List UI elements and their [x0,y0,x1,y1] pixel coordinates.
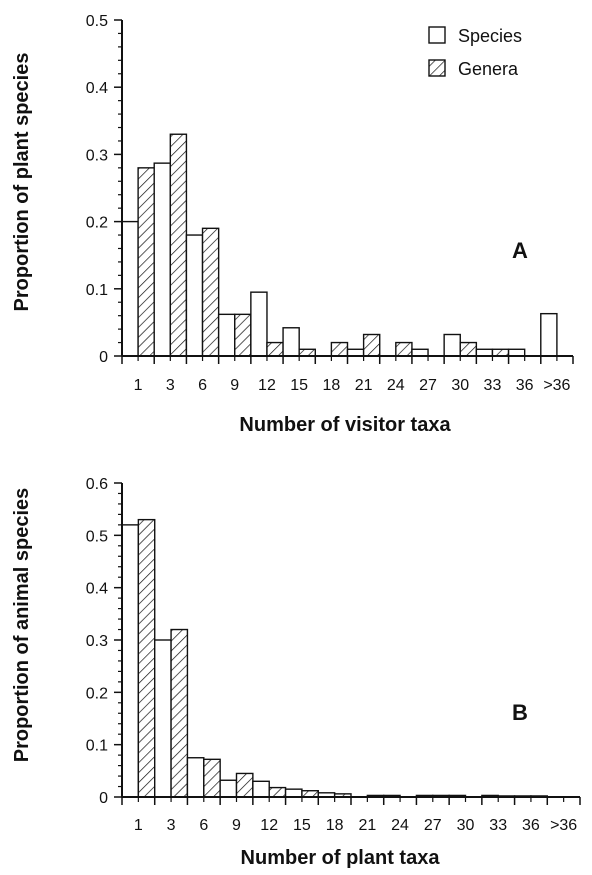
panel-a-bar-genera-4 [266,341,284,357]
panel-b-x-tick-label-9: 27 [424,817,442,834]
panel-b-x-tick-label-1: 3 [167,817,176,834]
panel-a-x-tick-label-7: 21 [355,377,373,394]
panel-b-bar-species-5 [284,788,303,798]
panel-b-bar-genera-1 [170,628,189,798]
panel-b-x-tick-label-6: 18 [326,817,344,834]
panel-a-y-tick-label-3: 0.3 [86,147,108,164]
panel-a-bar-genera-11 [491,348,510,357]
panel-a-x-tick-label-9: 27 [419,377,437,394]
panel-a-x-tick-label-6: 18 [322,377,340,394]
panel-b-letter: B [512,700,528,725]
panel-a-y-tick-label-2: 0.2 [86,215,108,232]
panel-a-x-tick-label-13: >36 [543,377,570,394]
panel-b-y-tick-label-5: 0.5 [86,528,108,545]
panel-b-y-tick-label-4: 0.4 [86,581,108,598]
panel-b-ylabel: Proportion of animal species [11,488,33,763]
panel-a-bar-genera-7 [362,333,381,357]
panel-a-bar-genera-10 [459,341,478,357]
panel-b-y-tick-label-0: 0 [99,790,108,807]
panel-a-letter: A [512,238,528,263]
panel-b-x-tick-label-3: 9 [232,817,241,834]
panel-a-bar-species-0 [121,220,139,357]
panel-a-xlabel: Number of visitor taxa [239,414,451,436]
panel-a-bar-genera-5 [298,348,316,357]
panel-a-bar-species-1 [153,162,172,357]
panel-b-x-tick-label-12: 36 [522,817,540,834]
panel-a-bar-genera-0 [137,167,155,357]
panel-b-bar-species-1 [154,639,172,798]
panel-b-bar-genera-3 [235,772,254,798]
panel-a-bar-genera-3 [234,313,252,357]
panel-a-bars [121,133,558,357]
panel-b-x-tick-label-8: 24 [391,817,409,834]
panel-a-bar-genera-8 [395,341,413,357]
panel-a-bar-species-3 [217,313,236,357]
panel-a-x-tick-label-4: 12 [258,377,276,394]
panel-a-bar-species-12 [507,348,526,357]
panel-a-bar-species-5 [282,327,300,357]
panel-a-bar-species-4 [250,291,268,357]
panel-a-x-tick-label-1: 3 [166,377,175,394]
panel-a-x-tick-label-10: 30 [451,377,469,394]
panel-a-y-tick-label-5: 0.5 [86,13,108,30]
panel-a-chart: 00.10.20.30.40.51 3 6 9 12 15 18 21 24 27 30 33 36 >3… [11,13,574,436]
panel-b-x-tick-label-11: 33 [489,817,507,834]
legend-genera-label: Genera [458,59,519,79]
panel-a-x-tick-label-3: 9 [230,377,239,394]
panel-a-x-tick-label-0: 1 [134,377,143,394]
panel-b-x-tick-label-2: 6 [199,817,208,834]
panel-b-y-tick-label-3: 0.3 [86,633,108,650]
panel-a-bar-species-10 [443,333,461,357]
panel-a-bar-genera-1 [169,133,188,357]
panel-b-y-tick-label-2: 0.2 [86,685,108,702]
panel-a-y-tick-label-4: 0.4 [86,80,108,97]
panel-a-x-tick-label-11: 33 [484,377,502,394]
panel-b-bar-genera-2 [203,758,221,798]
panel-b-bar-genera-4 [268,786,287,798]
panel-b-chart: 00.10.20.30.40.50.61 3 6 9 12 15 18 21 24 27 30 33 3… [11,476,581,869]
panel-a-bar-genera-2 [201,227,220,357]
panel-b-bar-species-4 [252,780,270,798]
legend-species-label: Species [458,26,522,46]
panel-b-xlabel: Number of plant taxa [241,847,441,869]
panel-b-x-tick-label-10: 30 [457,817,475,834]
legend-genera-swatch [428,59,446,77]
panel-b-y-tick-label-1: 0.1 [86,738,108,755]
panel-b-x-tick-label-4: 12 [260,817,278,834]
panel-a-bar-species-7 [346,348,365,357]
legend-species-swatch [428,26,446,44]
panel-a-x-tick-label-12: 36 [516,377,534,394]
panel-b-x-tick-label-13: >36 [550,817,577,834]
panel-b-bars [121,518,548,798]
panel-b-y-tick-label-6: 0.6 [86,476,108,493]
panel-a-ylabel: Proportion of plant species [11,53,33,312]
panel-b-x-tick-label-5: 15 [293,817,311,834]
panel-b-axes: 00.10.20.30.40.50.61 3 6 9 12 15 18 21 24 27 30 33 3… [86,476,581,834]
panel-b-x-tick-label-0: 1 [134,817,143,834]
panel-b-x-tick-label-7: 21 [358,817,376,834]
panel-b-bar-species-3 [219,779,238,798]
panel-a-bar-species-13 [540,312,558,357]
panel-a-x-tick-label-5: 15 [290,377,308,394]
panel-a-x-tick-label-2: 6 [198,377,207,394]
panel-b-bar-species-0 [121,524,140,798]
panel-a-bar-species-9 [411,348,429,357]
panel-b-bar-species-2 [186,757,205,798]
panel-a-bar-species-11 [475,348,494,357]
panel-a-y-tick-label-1: 0.1 [86,282,108,299]
panel-a-bar-species-2 [185,234,204,357]
panel-a-y-tick-label-0: 0 [99,349,108,366]
panel-a-x-tick-label-8: 24 [387,377,405,394]
panel-b-bar-genera-0 [137,518,156,798]
panel-a-bar-genera-6 [330,341,349,357]
legend: Species Genera [428,26,522,79]
panel-a-axes: 00.10.20.30.40.51 3 6 9 12 15 18 21 24 27 30 33 36 >3… [86,13,574,394]
